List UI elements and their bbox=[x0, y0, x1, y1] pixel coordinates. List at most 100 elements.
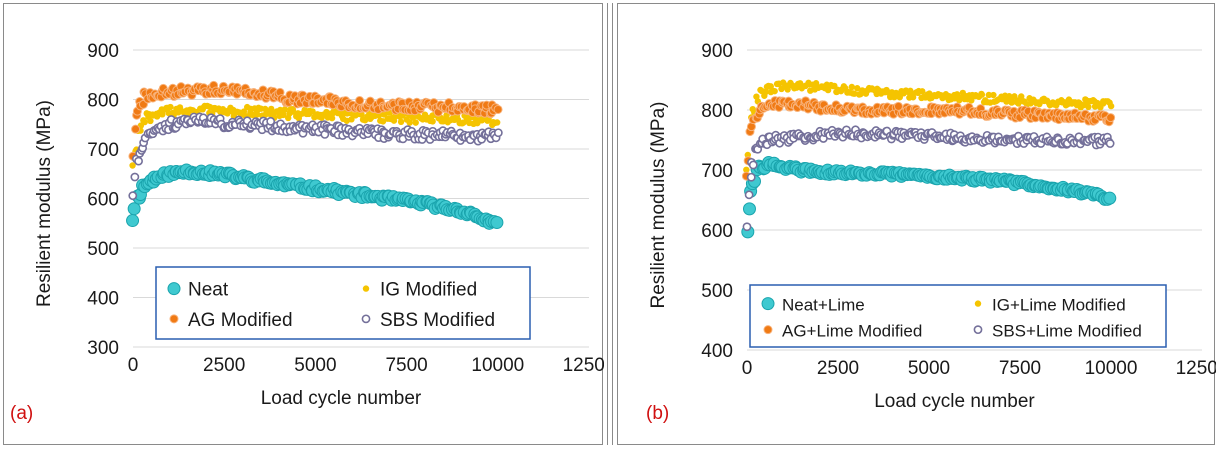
data-point bbox=[289, 108, 297, 115]
data-point bbox=[909, 94, 917, 101]
series-ig-lime-modified bbox=[743, 79, 1115, 173]
series-ag-modified bbox=[128, 80, 503, 161]
chart-b-x-tick-label: 5000 bbox=[908, 358, 950, 379]
data-point bbox=[167, 103, 174, 111]
data-point bbox=[744, 190, 754, 200]
chart-b-y-axis-title: Resilient modulus (MPa) bbox=[648, 102, 669, 309]
data-point bbox=[126, 214, 140, 228]
legend-label: IG+Lime Modified bbox=[992, 296, 1126, 315]
legend-marker bbox=[763, 325, 773, 335]
data-point bbox=[141, 118, 148, 126]
data-point bbox=[493, 119, 501, 126]
data-point bbox=[1018, 93, 1025, 100]
data-point bbox=[490, 215, 504, 229]
chart-a-y-tick-label: 400 bbox=[87, 289, 119, 310]
legend-label: Neat+Lime bbox=[782, 296, 865, 315]
data-point bbox=[968, 97, 975, 104]
data-point bbox=[743, 166, 750, 173]
chart-a-y-tick-label: 500 bbox=[87, 239, 119, 260]
chart-b-y-tick-label: 600 bbox=[701, 221, 733, 242]
legend-box bbox=[155, 266, 531, 340]
legend-box bbox=[749, 284, 1167, 348]
data-point bbox=[824, 86, 832, 94]
data-point bbox=[127, 202, 141, 216]
chart-a-plot-area bbox=[126, 80, 504, 230]
data-point bbox=[134, 156, 143, 166]
data-point bbox=[746, 172, 756, 182]
data-point bbox=[281, 106, 289, 113]
chart-a-panel-label: (a) bbox=[10, 403, 33, 424]
chart-b-y-tick-label: 400 bbox=[701, 341, 733, 362]
data-point bbox=[1011, 93, 1018, 100]
data-point bbox=[990, 91, 997, 99]
data-point bbox=[742, 202, 756, 216]
data-point bbox=[1103, 191, 1117, 205]
chart-a-y-tick-label: 300 bbox=[87, 338, 119, 359]
data-point bbox=[129, 162, 136, 169]
chart-panel-a: 300 400 500 600 700 800 900 0 2500 5000 7500 10000 1… bbox=[3, 3, 604, 445]
legend-label: IG Modified bbox=[380, 280, 477, 301]
legend-label: AG Modified bbox=[188, 310, 293, 331]
chart-a-x-tick-label: 5000 bbox=[294, 355, 336, 376]
chart-b-x-tick-label: 0 bbox=[742, 358, 753, 379]
chart-b-x-tick-label: 12500 bbox=[1176, 358, 1216, 379]
chart-b-x-axis-title: Load cycle number bbox=[874, 391, 1035, 412]
chart-b-x-tick-label: 10000 bbox=[1085, 358, 1138, 379]
data-point bbox=[406, 119, 413, 126]
data-point bbox=[978, 91, 986, 98]
data-point bbox=[397, 118, 405, 126]
series-neat bbox=[126, 163, 504, 230]
chart-a-x-tick-label: 12500 bbox=[563, 355, 604, 376]
data-point bbox=[131, 124, 141, 134]
data-point bbox=[1008, 99, 1015, 106]
legend-label: SBS Modified bbox=[380, 310, 495, 331]
chart-b-y-tick-label: 500 bbox=[701, 281, 733, 302]
legend-label: SBS+Lime Modified bbox=[992, 322, 1142, 341]
legend-marker bbox=[167, 282, 181, 296]
chart-a-svg: 300 400 500 600 700 800 900 0 2500 5000 7500 10000 1… bbox=[10, 41, 604, 424]
chart-b-legend: Neat+Lime IG+Lime Modified AG+Lime Modifie… bbox=[749, 284, 1167, 348]
data-point bbox=[1105, 139, 1115, 148]
data-point bbox=[175, 109, 182, 116]
data-point bbox=[771, 87, 778, 95]
legend-marker bbox=[761, 297, 775, 311]
data-point bbox=[279, 111, 287, 119]
data-point bbox=[1036, 100, 1043, 108]
data-point bbox=[1085, 103, 1092, 111]
panel-divider bbox=[607, 3, 613, 445]
data-point bbox=[253, 111, 261, 118]
data-point bbox=[493, 104, 503, 114]
series-sbs-modified bbox=[128, 112, 503, 201]
chart-b-y-tick-label: 900 bbox=[701, 41, 733, 62]
data-point bbox=[379, 118, 387, 125]
data-point bbox=[796, 80, 804, 87]
data-point bbox=[268, 105, 275, 113]
legend-label: Neat bbox=[188, 280, 229, 301]
data-point bbox=[1106, 113, 1116, 123]
chart-a-x-tick-label: 2500 bbox=[203, 355, 245, 376]
chart-b-x-tick-label: 7500 bbox=[999, 358, 1041, 379]
data-point bbox=[355, 96, 365, 106]
series-ag-lime-modified bbox=[741, 96, 1116, 181]
data-point bbox=[1107, 102, 1115, 110]
data-point bbox=[429, 118, 436, 125]
chart-b-plot-area bbox=[741, 79, 1117, 239]
chart-b-y-tick-label: 800 bbox=[701, 101, 733, 122]
series-ig-modified bbox=[129, 102, 501, 169]
data-point bbox=[848, 83, 856, 91]
data-point bbox=[130, 172, 140, 182]
data-point bbox=[762, 88, 769, 96]
chart-a-x-tick-label: 10000 bbox=[471, 355, 524, 376]
chart-a-legend: Neat IG Modified AG Modified SBS Modified bbox=[155, 266, 531, 340]
data-point bbox=[365, 96, 375, 106]
chart-a-y-tick-label: 700 bbox=[87, 140, 119, 161]
data-point bbox=[919, 88, 926, 95]
data-point bbox=[309, 108, 316, 115]
chart-b-y-tick-label: 700 bbox=[701, 161, 733, 182]
legend-marker bbox=[362, 285, 370, 292]
data-point bbox=[358, 111, 365, 118]
data-point bbox=[742, 222, 752, 232]
legend-marker bbox=[973, 325, 983, 335]
chart-a-y-tick-label: 900 bbox=[87, 41, 119, 62]
data-point bbox=[493, 128, 503, 138]
